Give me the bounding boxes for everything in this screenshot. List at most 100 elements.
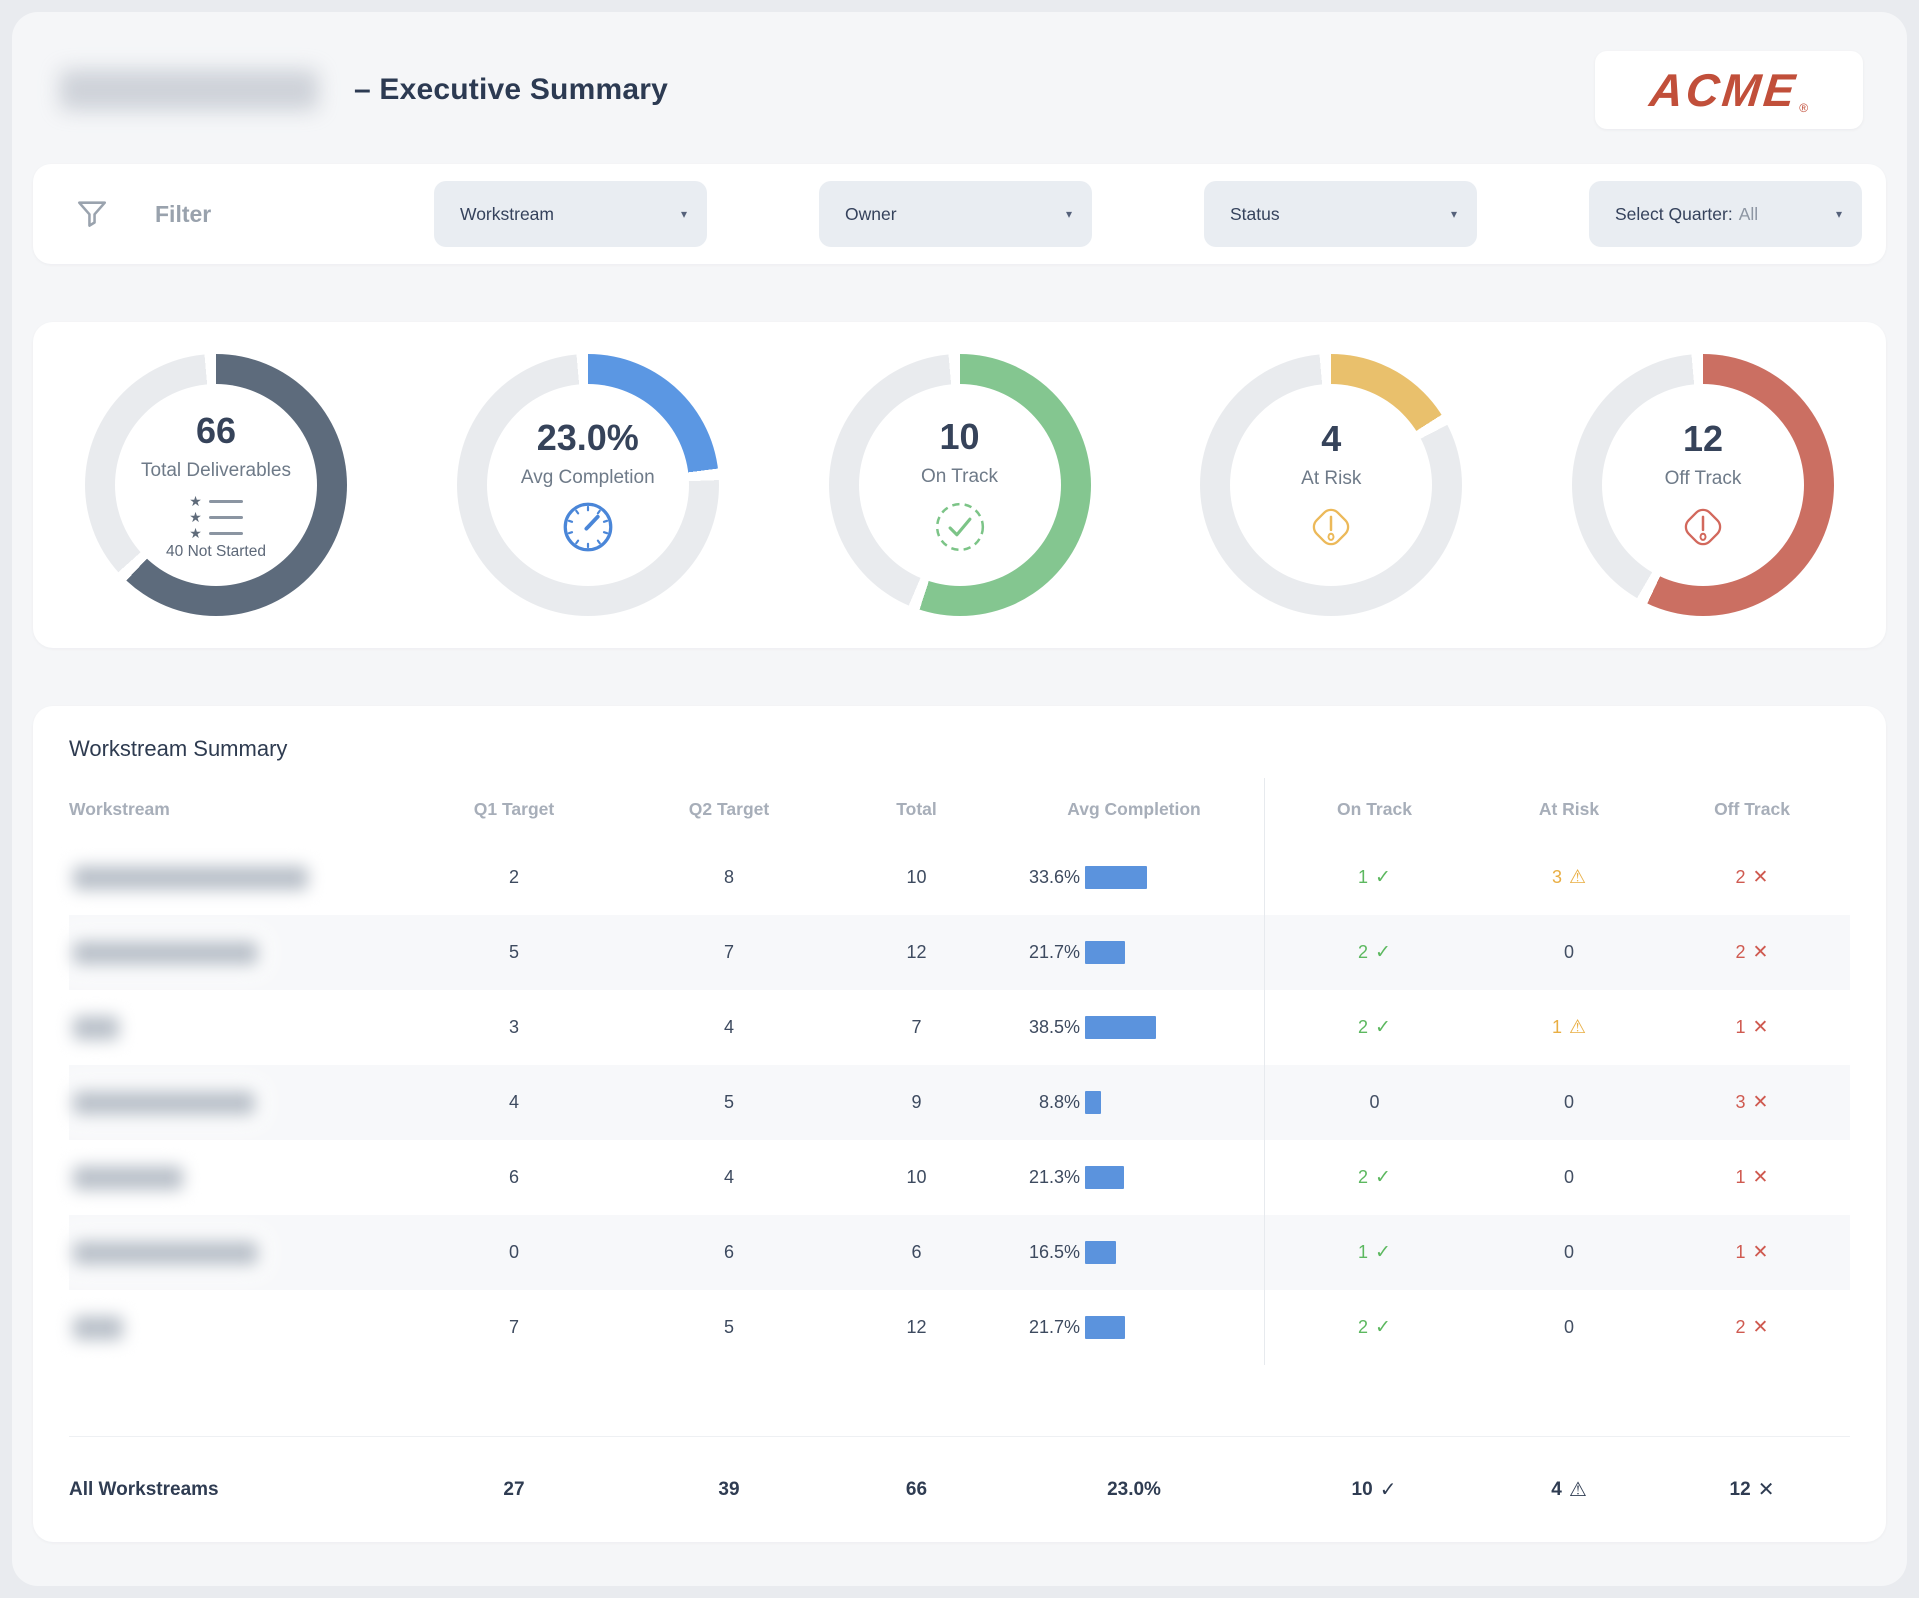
redacted-workstream-name [73, 1090, 255, 1115]
cell-q2-target: 4 [723, 1017, 734, 1037]
filter-label: Filter [155, 200, 212, 227]
quarter-filter-value: All [1738, 203, 1759, 224]
status-filter-dropdown[interactable]: Status ▾ [1204, 181, 1477, 247]
cell-avg-completion: 33.6% [1004, 840, 1264, 915]
cell-workstream-name [69, 1290, 399, 1365]
cell-at_risk: 1 ⚠ [1551, 1017, 1587, 1038]
dashboard-page: – Executive Summary ACME ® Filter Workst… [12, 12, 1907, 1586]
cell-q2-target: 8 [723, 867, 734, 887]
col-header-avg-completion: Avg Completion [1067, 798, 1201, 819]
col-header-q2-target: Q2 Target [688, 798, 770, 819]
table-row: 5 7 12 21.7% 2 ✓ 0 2 ✕ [69, 915, 1850, 990]
header: – Executive Summary ACME ® [12, 12, 1907, 134]
acme-logo: ACME [1647, 64, 1801, 116]
cell-avg-completion: 16.5% [1004, 1215, 1264, 1290]
completion-bar [1085, 1091, 1101, 1114]
gauge-icon [562, 501, 614, 553]
star-icon: ★ [189, 526, 243, 541]
cross-icon: ✕ [1752, 1317, 1769, 1338]
filter-bar: Filter Workstream ▾ Owner ▾ Status ▾ Sel… [33, 164, 1886, 264]
kpi-donut-total-deliverables: 66 Total Deliverables ★ ★ ★ 40 Not Started [85, 354, 347, 616]
kpi-label: Avg Completion [520, 467, 655, 488]
chevron-down-icon: ▾ [1450, 207, 1457, 221]
cell-avg-completion: 21.7% [1004, 915, 1264, 990]
col-header-off-track: Off Track [1714, 798, 1790, 819]
cell-at_risk: 0 [1563, 1242, 1574, 1262]
cross-icon: ✕ [1752, 942, 1769, 963]
cell-on_track: 1 ✓ [1264, 1215, 1484, 1290]
kpi-donut-on-track: 10 On Track [828, 354, 1091, 616]
quarter-filter-dropdown[interactable]: Select Quarter: All ▾ [1589, 181, 1862, 247]
owner-filter-dropdown[interactable]: Owner ▾ [819, 181, 1092, 247]
kpi-summary-band: 66 Total Deliverables ★ ★ ★ 40 Not Started… [33, 322, 1886, 648]
completion-bar [1085, 941, 1125, 964]
cell-at_risk: 0 [1563, 1092, 1574, 1112]
quarter-filter-label: Select Quarter: [1615, 203, 1733, 224]
cell-q1-target: 5 [508, 942, 519, 962]
completion-bar [1085, 1316, 1125, 1339]
footer-on-track: 10 ✓ [1351, 1478, 1397, 1501]
cell-on_track: 2 ✓ [1264, 990, 1484, 1065]
cross-icon: ✕ [1757, 1478, 1775, 1501]
check-icon: ✓ [1375, 1167, 1391, 1188]
kpi-value: 12 [1682, 418, 1724, 459]
redacted-project-title [60, 70, 318, 110]
chevron-down-icon: ▾ [1835, 207, 1842, 221]
footer-off-track: 12 ✕ [1729, 1478, 1775, 1501]
cell-off_track: 2 ✕ [1735, 1317, 1769, 1338]
kpi-label: On Track [920, 466, 999, 487]
cell-avg-completion: 38.5% [1004, 990, 1264, 1065]
footer-total: 66 [905, 1478, 928, 1500]
cell-off_track: 2 ✕ [1735, 942, 1769, 963]
cell-on_track: 0 [1264, 1065, 1484, 1140]
registered-trademark-icon: ® [1799, 101, 1809, 115]
table-row: 2 8 10 33.6% 1 ✓ 3 ⚠ 2 ✕ [69, 840, 1850, 915]
cell-on_track: 1 ✓ [1264, 840, 1484, 915]
cell-off_track: 2 ✕ [1735, 867, 1769, 888]
check-icon: ✓ [1375, 942, 1391, 963]
kpi-label: At Risk [1301, 468, 1362, 489]
cell-at_risk: 0 [1563, 1167, 1574, 1187]
workstream-summary-card: Workstream Summary Workstream Q1 Target … [33, 706, 1886, 1542]
alert-diamond-icon [1306, 502, 1356, 552]
cell-workstream-name [69, 1215, 399, 1290]
workstream-filter-dropdown[interactable]: Workstream ▾ [434, 181, 707, 247]
cell-workstream-name [69, 840, 399, 915]
warning-icon: ⚠ [1568, 1017, 1587, 1038]
page-title: – Executive Summary [354, 73, 668, 106]
cell-q1-target: 0 [508, 1242, 519, 1262]
cell-total: 6 [911, 1242, 922, 1262]
cross-icon: ✕ [1752, 1167, 1769, 1188]
cross-icon: ✕ [1752, 1242, 1769, 1263]
cell-off_track: 1 ✕ [1735, 1242, 1769, 1263]
cell-workstream-name [69, 915, 399, 990]
cell-avg-completion: 8.8% [1004, 1065, 1264, 1140]
footer-label: All Workstreams [69, 1478, 219, 1500]
cell-workstream-name [69, 1065, 399, 1140]
cell-q1-target: 2 [508, 867, 519, 887]
workstream-filter-label: Workstream [460, 203, 554, 224]
check-icon: ✓ [1375, 1017, 1391, 1038]
cell-on_track: 2 ✓ [1264, 1290, 1484, 1365]
kpi-donut-off-track: 12 Off Track [1572, 354, 1834, 616]
table-footer-row: All Workstreams 27 39 66 23.0% 10 ✓ 4 ⚠ … [69, 1436, 1850, 1542]
col-header-on-track: On Track [1264, 778, 1484, 840]
kpi-donut-avg-completion: 23.0% Avg Completion [456, 354, 719, 616]
cell-off_track: 3 ✕ [1735, 1092, 1769, 1113]
cell-on_track: 2 ✓ [1264, 1140, 1484, 1215]
check-icon: ✓ [1375, 1317, 1391, 1338]
cell-q1-target: 7 [508, 1317, 519, 1337]
cell-workstream-name [69, 990, 399, 1065]
cell-avg-completion: 21.3% [1004, 1140, 1264, 1215]
cell-workstream-name [69, 1140, 399, 1215]
table-row: 3 4 7 38.5% 2 ✓ 1 ⚠ 1 ✕ [69, 990, 1850, 1065]
kpi-value: 23.0% [536, 417, 639, 458]
table-row: 7 5 12 21.7% 2 ✓ 0 2 ✕ [69, 1290, 1850, 1365]
cell-q2-target: 5 [723, 1317, 734, 1337]
kpi-value: 10 [939, 416, 980, 457]
table-title: Workstream Summary [69, 736, 288, 761]
kpi-label: Off Track [1664, 468, 1742, 489]
footer-avg-completion: 23.0% [1107, 1478, 1161, 1500]
owner-filter-label: Owner [845, 203, 897, 224]
check-circle-icon [933, 500, 987, 554]
